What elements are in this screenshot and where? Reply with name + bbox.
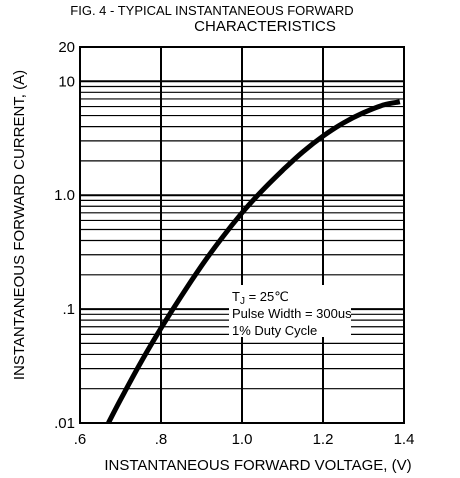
x-tick-label: .8 (155, 431, 168, 448)
x-tick-label: 1.4 (394, 431, 415, 448)
annotation-background (229, 285, 351, 337)
plot-frame (79, 46, 405, 424)
y-tick-label: .01 (54, 415, 75, 432)
x-tick-label: .6 (74, 431, 87, 448)
y-tick-label: 1.0 (54, 187, 75, 204)
chart-title-line-2: CHARACTERISTICS (194, 18, 336, 35)
y-tick-labels: .01 .1 1.0 10 20 (54, 39, 75, 432)
forward-characteristic-curve (106, 99, 401, 425)
annotation-pulse-width: Pulse Width = 300us (232, 306, 352, 321)
x-tick-label: 1.0 (232, 431, 253, 448)
x-axis-label: INSTANTANEOUS FORWARD VOLTAGE, (V) (104, 457, 411, 474)
plot-grid (79, 46, 405, 424)
y-axis-label: INSTANTANEOUS FORWARD CURRENT, (A) (11, 70, 28, 380)
x-tick-label: 1.2 (313, 431, 334, 448)
y-tick-label: 10 (58, 73, 75, 90)
x-tick-labels: .6 .8 1.0 1.2 1.4 (74, 431, 415, 448)
annotation-duty-cycle: 1% Duty Cycle (232, 323, 317, 338)
series-layer (106, 99, 401, 425)
annotation-tj: TJ = 25℃ (232, 289, 289, 307)
chart-title-line-1: FIG. 4 - TYPICAL INSTANTANEOUS FORWARD (70, 3, 353, 18)
y-tick-label: 20 (58, 39, 75, 56)
conditions-annotation: TJ = 25℃ Pulse Width = 300us 1% Duty Cyc… (229, 285, 352, 338)
y-tick-label: .1 (62, 301, 75, 318)
